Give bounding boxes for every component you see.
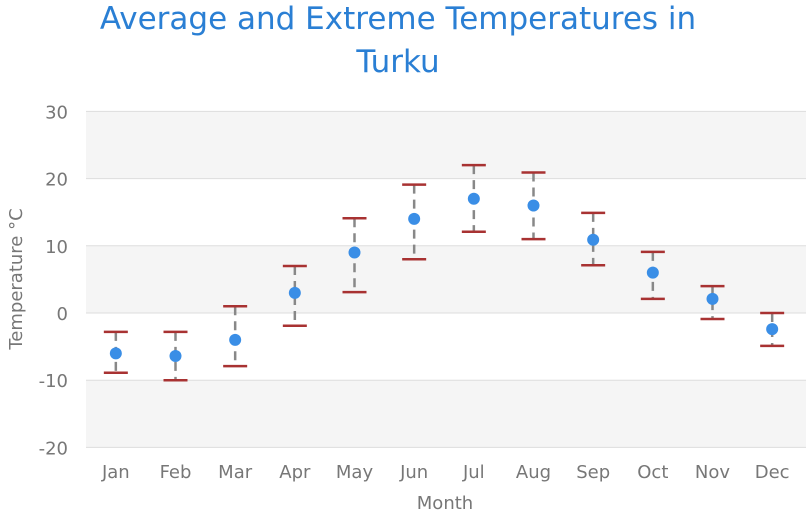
mean-point — [706, 292, 719, 305]
x-tick-label: Jan — [101, 462, 130, 483]
y-tick-label: 0 — [57, 304, 68, 325]
mean-point — [467, 192, 480, 205]
x-tick-label: Oct — [637, 462, 668, 483]
x-tick-label: Nov — [695, 462, 730, 483]
x-axis-label: Month — [417, 493, 473, 514]
y-tick-label: 20 — [45, 170, 68, 191]
y-tick-label: -10 — [39, 371, 68, 392]
y-axis-label: Temperature °C — [6, 208, 27, 350]
x-tick-label: May — [336, 462, 374, 483]
mean-point — [527, 199, 540, 212]
mean-point — [348, 246, 361, 259]
x-tick-label: Apr — [279, 462, 311, 483]
mean-point — [229, 333, 242, 346]
x-tick-label: Sep — [576, 462, 610, 483]
mean-point — [646, 266, 659, 279]
chart-title-line-1: Average and Extreme Temperatures in — [100, 1, 696, 37]
mean-point — [408, 212, 421, 225]
x-tick-label: Jun — [399, 462, 428, 483]
plot-band — [86, 111, 806, 179]
mean-point — [766, 323, 779, 336]
mean-point — [109, 347, 122, 360]
x-tick-label: Aug — [516, 462, 551, 483]
plot-band — [86, 380, 806, 448]
mean-point — [587, 233, 600, 246]
y-tick-label: 30 — [45, 102, 68, 123]
x-tick-label: Dec — [755, 462, 790, 483]
plot-band — [86, 245, 806, 313]
x-tick-label: Jul — [462, 462, 485, 483]
y-tick-label: -20 — [39, 438, 68, 459]
mean-point — [288, 286, 301, 299]
mean-point — [169, 350, 182, 363]
y-tick-label: 10 — [45, 237, 68, 258]
chart-title-line-2: Turku — [355, 44, 439, 80]
x-tick-label: Mar — [218, 462, 253, 483]
x-tick-label: Feb — [160, 462, 192, 483]
